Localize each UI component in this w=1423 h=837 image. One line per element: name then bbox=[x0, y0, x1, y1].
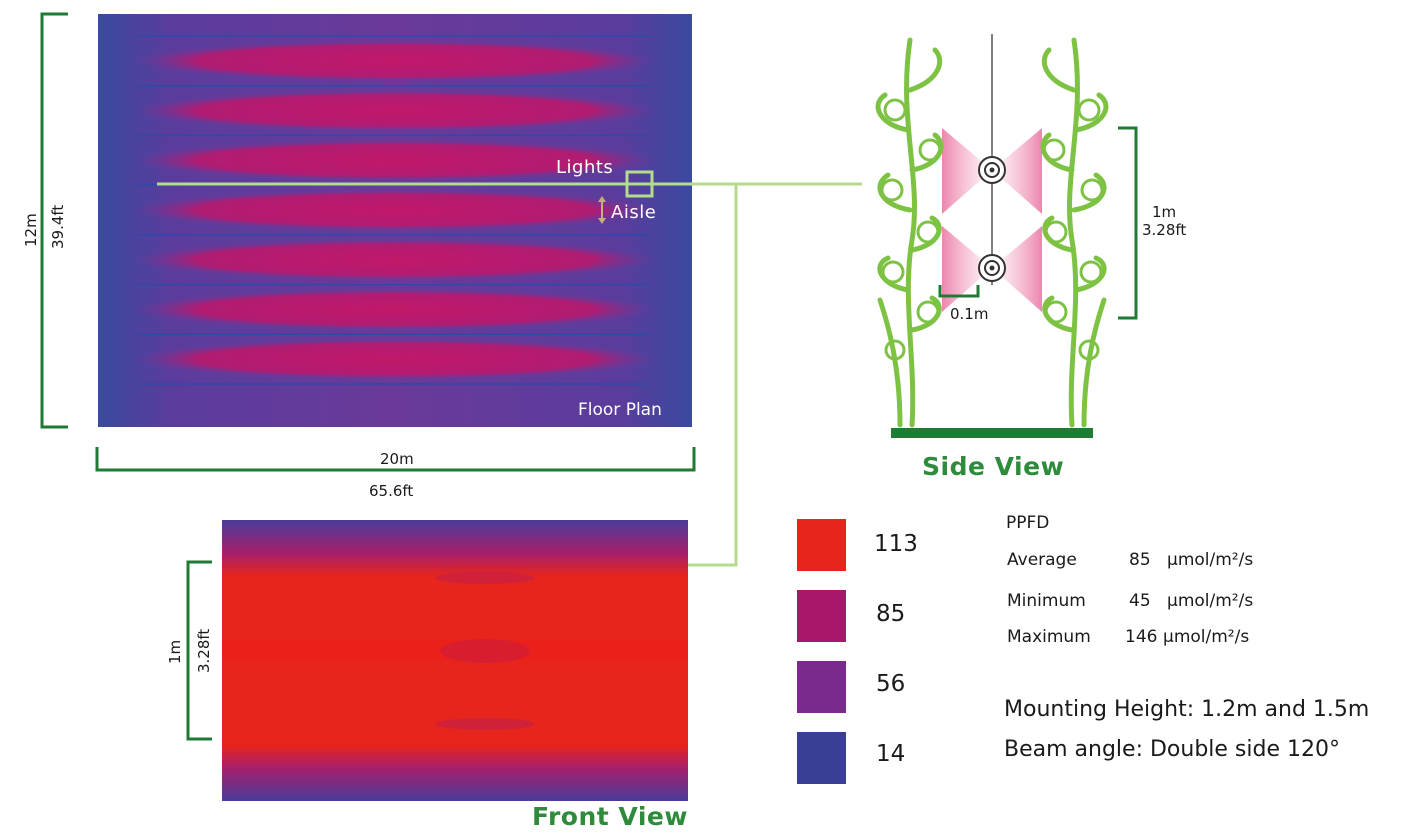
aisle-label: Aisle bbox=[611, 202, 657, 223]
legend-value-14: 14 bbox=[876, 741, 906, 767]
width-bracket bbox=[95, 447, 696, 472]
mounting-height-label: Mounting Height: bbox=[1004, 697, 1195, 722]
plant-left bbox=[875, 37, 944, 428]
heat-band bbox=[130, 139, 660, 182]
ppfd-minimum-value: 45 bbox=[1129, 591, 1151, 611]
floor-plan-label: Floor Plan bbox=[578, 400, 662, 420]
aisle-arrow-icon bbox=[598, 196, 606, 224]
ppfd-maximum-unit: μmol/m²/s bbox=[1163, 627, 1250, 647]
ppfd-average-value: 85 bbox=[1129, 550, 1151, 570]
width-m-label: 20m bbox=[380, 450, 414, 468]
legend-value-113: 113 bbox=[874, 531, 918, 557]
front-view-heatmap bbox=[222, 520, 688, 801]
width-ft-label: 65.6ft bbox=[369, 482, 414, 500]
front-height-bracket bbox=[186, 560, 212, 741]
beam-angle: Beam angle: Double side 120° bbox=[1004, 737, 1340, 762]
lamp-icon-top bbox=[978, 156, 1006, 184]
floor-plan-heatmap bbox=[98, 14, 692, 427]
ppfd-average-unit: μmol/m²/s bbox=[1167, 550, 1254, 570]
front-height-m-label: 1m bbox=[166, 639, 184, 664]
front-view-title: Front View bbox=[532, 802, 688, 831]
side-height-ft-label: 3.28ft bbox=[1142, 221, 1187, 239]
side-distance-label: 0.1m bbox=[950, 305, 989, 323]
ppfd-maximum-value: 146 bbox=[1125, 627, 1158, 647]
height-bracket bbox=[40, 12, 68, 429]
heat-band bbox=[130, 189, 660, 231]
light-highlight-box bbox=[625, 170, 654, 198]
beam-angle-label: Beam angle: bbox=[1004, 737, 1143, 762]
heat-band bbox=[130, 238, 660, 281]
mounting-height: Mounting Height: 1.2m and 1.5m bbox=[1004, 697, 1369, 722]
height-m-label: 12m bbox=[22, 213, 40, 247]
plant-right bbox=[1040, 37, 1109, 428]
legend-swatches bbox=[797, 519, 846, 784]
ppfd-minimum-unit: μmol/m²/s bbox=[1167, 591, 1254, 611]
side-height-m-label: 1m bbox=[1152, 203, 1177, 221]
ppfd-minimum-row: Minimum 45 μmol/m²/s bbox=[1007, 591, 1253, 611]
heat-band bbox=[130, 338, 660, 381]
ppfd-maximum-label: Maximum bbox=[1007, 627, 1091, 647]
side-view-illustration bbox=[875, 34, 1138, 438]
ppfd-maximum-row: Maximum 146 μmol/m²/s bbox=[1007, 627, 1249, 647]
ppfd-minimum-label: Minimum bbox=[1007, 591, 1086, 611]
heat-band bbox=[130, 288, 660, 331]
ppfd-average-row: Average 85 μmol/m²/s bbox=[1007, 550, 1253, 570]
legend-value-85: 85 bbox=[876, 601, 906, 627]
side-view-title: Side View bbox=[922, 452, 1065, 481]
ppfd-title: PPFD bbox=[1006, 513, 1050, 533]
lights-label: Lights bbox=[556, 157, 614, 178]
legend-swatch-56 bbox=[797, 661, 846, 713]
heat-band bbox=[130, 39, 660, 82]
legend-value-56: 56 bbox=[876, 671, 906, 697]
front-view-connector bbox=[688, 184, 738, 567]
front-height-ft-label: 3.28ft bbox=[195, 628, 213, 673]
heat-band bbox=[130, 89, 660, 132]
beam-angle-value: Double side 120° bbox=[1149, 737, 1340, 762]
ppfd-average-label: Average bbox=[1007, 550, 1077, 570]
lamp-icon-bottom bbox=[978, 254, 1006, 282]
height-ft-label: 39.4ft bbox=[49, 204, 67, 249]
legend-swatch-85 bbox=[797, 590, 846, 642]
legend-swatch-14 bbox=[797, 732, 846, 784]
legend-swatch-113 bbox=[797, 519, 846, 571]
mounting-height-value: 1.2m and 1.5m bbox=[1201, 697, 1370, 722]
